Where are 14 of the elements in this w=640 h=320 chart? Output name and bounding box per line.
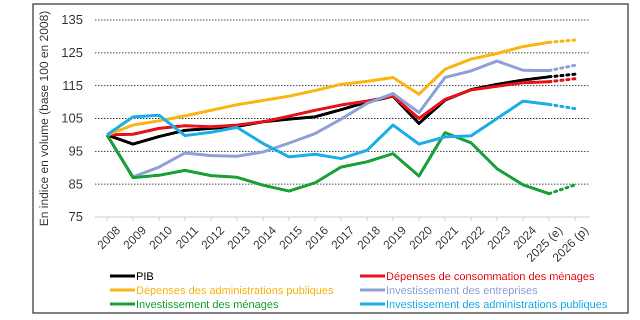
legend-label: PIB: [136, 271, 154, 283]
y-tick-label: 135: [61, 12, 83, 28]
y-tick-label: 95: [68, 143, 83, 158]
y-tick-label: 75: [68, 209, 83, 224]
legend-label: Dépenses des administrations publiques: [136, 285, 334, 297]
legend-label: Investissement des ménages: [136, 299, 279, 311]
y-axis-title: En indice en volume (base 100 en 2008): [37, 10, 51, 226]
legend-label: Investissement des entreprises: [386, 285, 538, 297]
y-tick-label: 125: [61, 44, 83, 60]
y-tick-label: 115: [62, 78, 83, 93]
legend-label: Investissement des administrations publiques: [386, 299, 608, 311]
y-tick-label: 85: [68, 176, 83, 192]
legend-label: Dépenses de consommation des ménages: [386, 271, 596, 283]
y-tick-label: 105: [61, 110, 83, 126]
